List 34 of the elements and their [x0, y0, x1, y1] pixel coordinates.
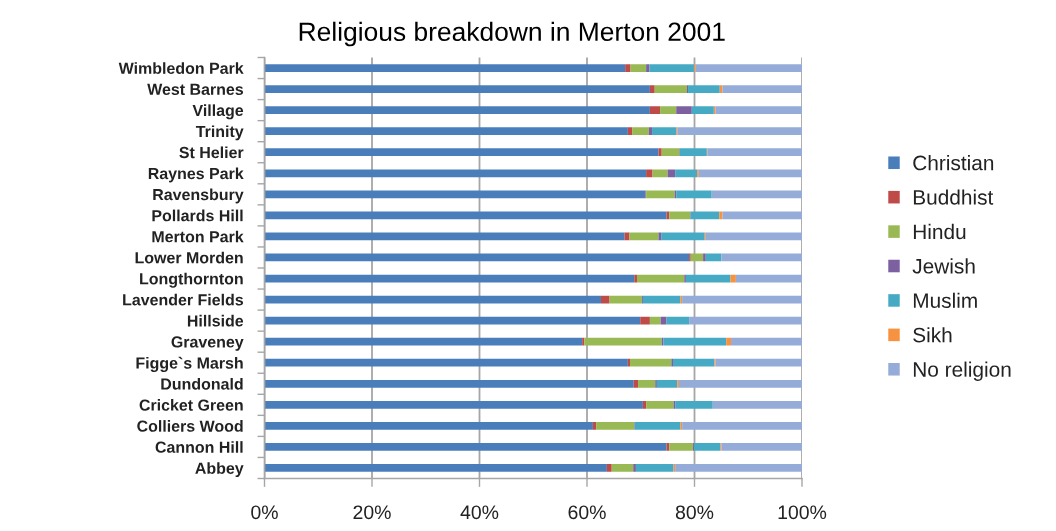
x-tick-label: 100%	[778, 505, 827, 520]
y-tick-label: Village	[192, 104, 244, 120]
x-tick-label: 0%	[251, 505, 278, 520]
y-tick-label: Lavender Fields	[123, 293, 244, 306]
y-tick-label: Longthornton	[140, 272, 243, 288]
y-tick-label: Graveney	[171, 336, 244, 351]
legend-label: Muslim	[913, 292, 977, 309]
legend-label: Buddhist	[913, 189, 994, 205]
y-tick-label: Ravensbury	[153, 188, 244, 204]
y-tick-label: Figge`s Marsh	[136, 356, 243, 372]
y-tick-label: West Barnes	[147, 83, 244, 96]
x-tick-label: 60%	[568, 505, 606, 520]
y-tick-label: Wimbledon Park	[118, 62, 244, 74]
y-tick-label: Merton Park	[152, 230, 244, 243]
y-tick-label: Hillside	[187, 314, 244, 327]
y-tick-label: Colliers Wood	[137, 420, 243, 432]
legend-label: Sikh	[913, 327, 952, 343]
y-tick-label: Cannon Hill	[155, 441, 243, 453]
x-tick-label: 80%	[675, 505, 714, 520]
y-tick-label: Dundonald	[161, 377, 243, 390]
y-tick-label: Trinity	[195, 125, 244, 141]
y-tick-label: Pollards Hill	[152, 209, 243, 222]
legend-label: Christian	[913, 155, 994, 171]
legend-label: Jewish	[912, 258, 975, 274]
y-tick-label: Cricket Green	[139, 399, 243, 411]
x-tick-label: 40%	[460, 505, 499, 520]
y-tick-label: Raynes Park	[148, 167, 244, 183]
y-tick-label: Lower Morden	[135, 251, 243, 264]
y-tick-label: Abbey	[195, 462, 244, 478]
legend-label: Hindu	[913, 223, 966, 240]
y-tick-label: St Helier	[179, 146, 244, 159]
x-tick-label: 20%	[353, 505, 391, 520]
chart-title: Religious breakdown in Merton 2001	[299, 21, 725, 47]
legend-label: No religion	[913, 361, 1011, 381]
